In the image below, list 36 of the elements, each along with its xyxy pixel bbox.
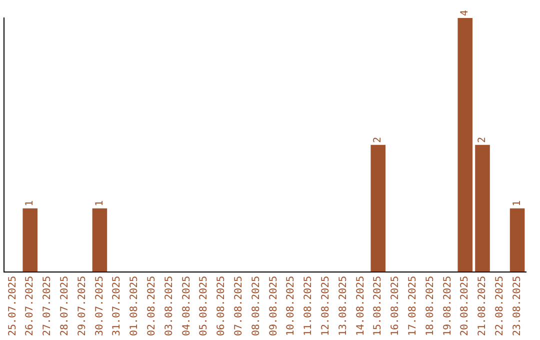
x-tick-label: 11.08.2025 [303, 276, 314, 336]
x-tick-label: 12.08.2025 [320, 276, 332, 336]
x-tick-label: 23.08.2025 [512, 276, 523, 336]
data-label: 2 [372, 136, 384, 143]
x-tick-label: 26.07.2025 [24, 276, 36, 336]
x-tick-label: 17.08.2025 [407, 276, 418, 336]
x-tick-label: 16.08.2025 [390, 276, 402, 336]
x-tick-label: 14.08.2025 [355, 276, 366, 336]
x-tick-label: 30.07.2025 [94, 276, 106, 336]
x-tick-label: 28.07.2025 [59, 276, 70, 336]
x-tick-label: 09.08.2025 [268, 276, 280, 336]
x-tick-label: 01.08.2025 [129, 276, 140, 336]
x-tick-label: 02.08.2025 [146, 276, 158, 336]
x-tick-label: 15.08.2025 [372, 276, 384, 336]
x-tick-label: 04.08.2025 [181, 276, 192, 336]
x-tick-label: 10.08.2025 [286, 276, 297, 336]
x-tick-label: 27.07.2025 [42, 276, 54, 336]
x-tick-label: 05.08.2025 [198, 276, 210, 336]
data-label: 2 [477, 136, 488, 143]
x-tick-label: 18.08.2025 [424, 276, 436, 336]
x-tick-label: 25.07.2025 [7, 276, 18, 336]
x-tick-label: 03.08.2025 [164, 276, 175, 336]
x-tick-label: 21.08.2025 [477, 276, 488, 336]
x-tick-label: 20.08.2025 [460, 276, 471, 336]
x-tick-label: 29.07.2025 [76, 276, 88, 336]
data-label: 1 [512, 200, 523, 206]
x-tick-label: 06.08.2025 [216, 276, 228, 336]
x-tick-label: 08.08.2025 [250, 276, 262, 336]
data-label: 1 [94, 200, 106, 206]
x-tick-label: 22.08.2025 [494, 276, 506, 336]
x-tick-label: 13.08.2025 [338, 276, 349, 336]
data-label: 1 [24, 200, 36, 206]
x-tick-label: 19.08.2025 [442, 276, 454, 336]
x-tick-label: 07.08.2025 [233, 276, 244, 336]
x-tick-label: 31.07.2025 [112, 276, 123, 336]
data-label: 4 [460, 10, 471, 16]
